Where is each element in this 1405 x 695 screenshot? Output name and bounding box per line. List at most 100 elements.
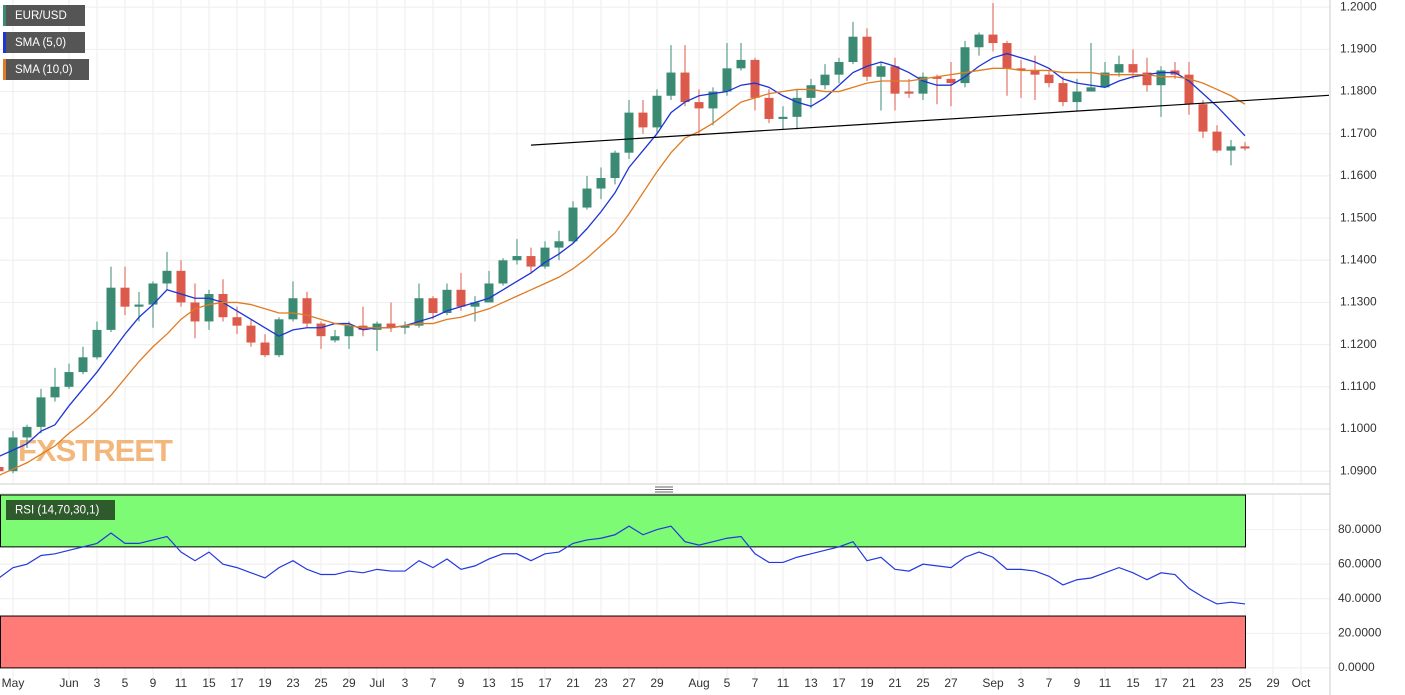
candle-body [50, 386, 60, 398]
legend-swatch [3, 59, 6, 80]
watermark: FXSTREET [18, 433, 173, 468]
legend-swatch [3, 32, 6, 53]
x-tick-label: 7 [752, 676, 759, 690]
x-tick-label: 17 [230, 676, 244, 690]
candle-body [1100, 72, 1110, 88]
candle-body [834, 62, 844, 75]
x-tick-label: 9 [1074, 676, 1081, 690]
candle-body [1240, 146, 1250, 149]
candle-body [722, 68, 732, 92]
candle-body [624, 112, 634, 153]
x-tick-label: 29 [1266, 676, 1280, 690]
x-tick-label: 7 [1046, 676, 1053, 690]
x-tick-label: 15 [202, 676, 216, 690]
rsi-panel [0, 525, 1246, 605]
sma-line [0, 52, 1246, 457]
candle-body [428, 298, 438, 314]
candle-body [666, 72, 676, 96]
candle-body [484, 283, 494, 303]
x-tick-label: 25 [916, 676, 930, 690]
candle-body [1212, 131, 1222, 151]
candle-body [610, 152, 620, 179]
resize-handle[interactable] [655, 486, 673, 493]
legend: EUR/USD SMA (5,0) SMA (10,0) RSI (14,70,… [3, 5, 115, 520]
y-tick-label: 1.1100 [1340, 379, 1376, 393]
candle-body [316, 323, 326, 337]
x-tick-label: 13 [482, 676, 496, 690]
candle-body [708, 91, 718, 109]
trend-line [530, 94, 1330, 146]
x-tick-label: 25 [1238, 676, 1252, 690]
candle-body [372, 323, 382, 330]
x-tick-label: Oct [1292, 676, 1311, 690]
x-tick-label: 27 [944, 676, 958, 690]
x-tick-label: 5 [724, 676, 731, 690]
candle-body [1184, 74, 1194, 105]
y-tick-label: 1.1000 [1340, 421, 1377, 435]
candle-body [806, 85, 816, 98]
candle-body [274, 319, 284, 356]
y-tick-label: 20.0000 [1338, 625, 1382, 639]
candle-body [988, 34, 998, 44]
x-tick-label: 23 [1210, 676, 1224, 690]
candle-body [134, 304, 144, 307]
candle-body [932, 76, 942, 79]
x-tick-label: 13 [804, 676, 818, 690]
candle-body [596, 178, 606, 189]
candle-body [148, 283, 158, 305]
x-tick-label: Aug [688, 676, 709, 690]
x-tick-label: 15 [510, 676, 524, 690]
x-tick-label: 19 [860, 676, 874, 690]
legend-box [3, 59, 89, 80]
x-tick-label: Sep [982, 676, 1004, 690]
candle-body [106, 287, 116, 330]
y-tick-label: 1.1200 [1340, 337, 1377, 351]
candle-body [246, 325, 256, 343]
x-tick-label: 3 [94, 676, 101, 690]
y-tick-label: 40.0000 [1338, 591, 1382, 605]
candle-body [400, 325, 410, 328]
candle-body [22, 426, 32, 438]
x-tick-label: 29 [342, 676, 356, 690]
candle-body [204, 294, 214, 322]
x-tick-label: 17 [538, 676, 552, 690]
x-tick-label: 9 [458, 676, 465, 690]
candle-body [120, 287, 130, 307]
candle-body [92, 329, 102, 358]
candle-body [1072, 91, 1082, 103]
x-tick-label: 15 [1126, 676, 1140, 690]
candle-body [680, 72, 690, 103]
rsi-band [0, 615, 1246, 669]
y-tick-label: 1.1700 [1340, 126, 1377, 140]
y-tick-label: 1.1500 [1340, 210, 1377, 224]
candle-body [36, 397, 46, 427]
candle-body [512, 256, 522, 261]
candle-body [442, 289, 452, 314]
candle-body [176, 270, 186, 303]
y-tick-label: 0.0000 [1338, 660, 1375, 674]
candle-body [1030, 70, 1040, 75]
candle-body [1016, 68, 1026, 71]
candle-body [386, 323, 396, 328]
candle-body [876, 66, 886, 77]
candle-body [792, 97, 802, 117]
x-tick-label: May [2, 676, 25, 690]
candle-body [778, 116, 788, 119]
candle-body [288, 298, 298, 320]
sma-line [0, 67, 1246, 476]
legend-box [3, 500, 115, 520]
legend-label: SMA (5,0) [15, 37, 66, 49]
x-tick-label: 23 [286, 676, 300, 690]
candle-body [1058, 83, 1068, 103]
candle-body [974, 34, 984, 48]
candle-body [750, 59, 760, 98]
candle-body [540, 247, 550, 267]
candle-body [918, 76, 928, 94]
candle-body [260, 342, 270, 356]
candle-body [638, 112, 648, 128]
candle-body [8, 437, 18, 472]
candle-body [1002, 43, 1012, 69]
rsi-bands [0, 494, 1246, 669]
